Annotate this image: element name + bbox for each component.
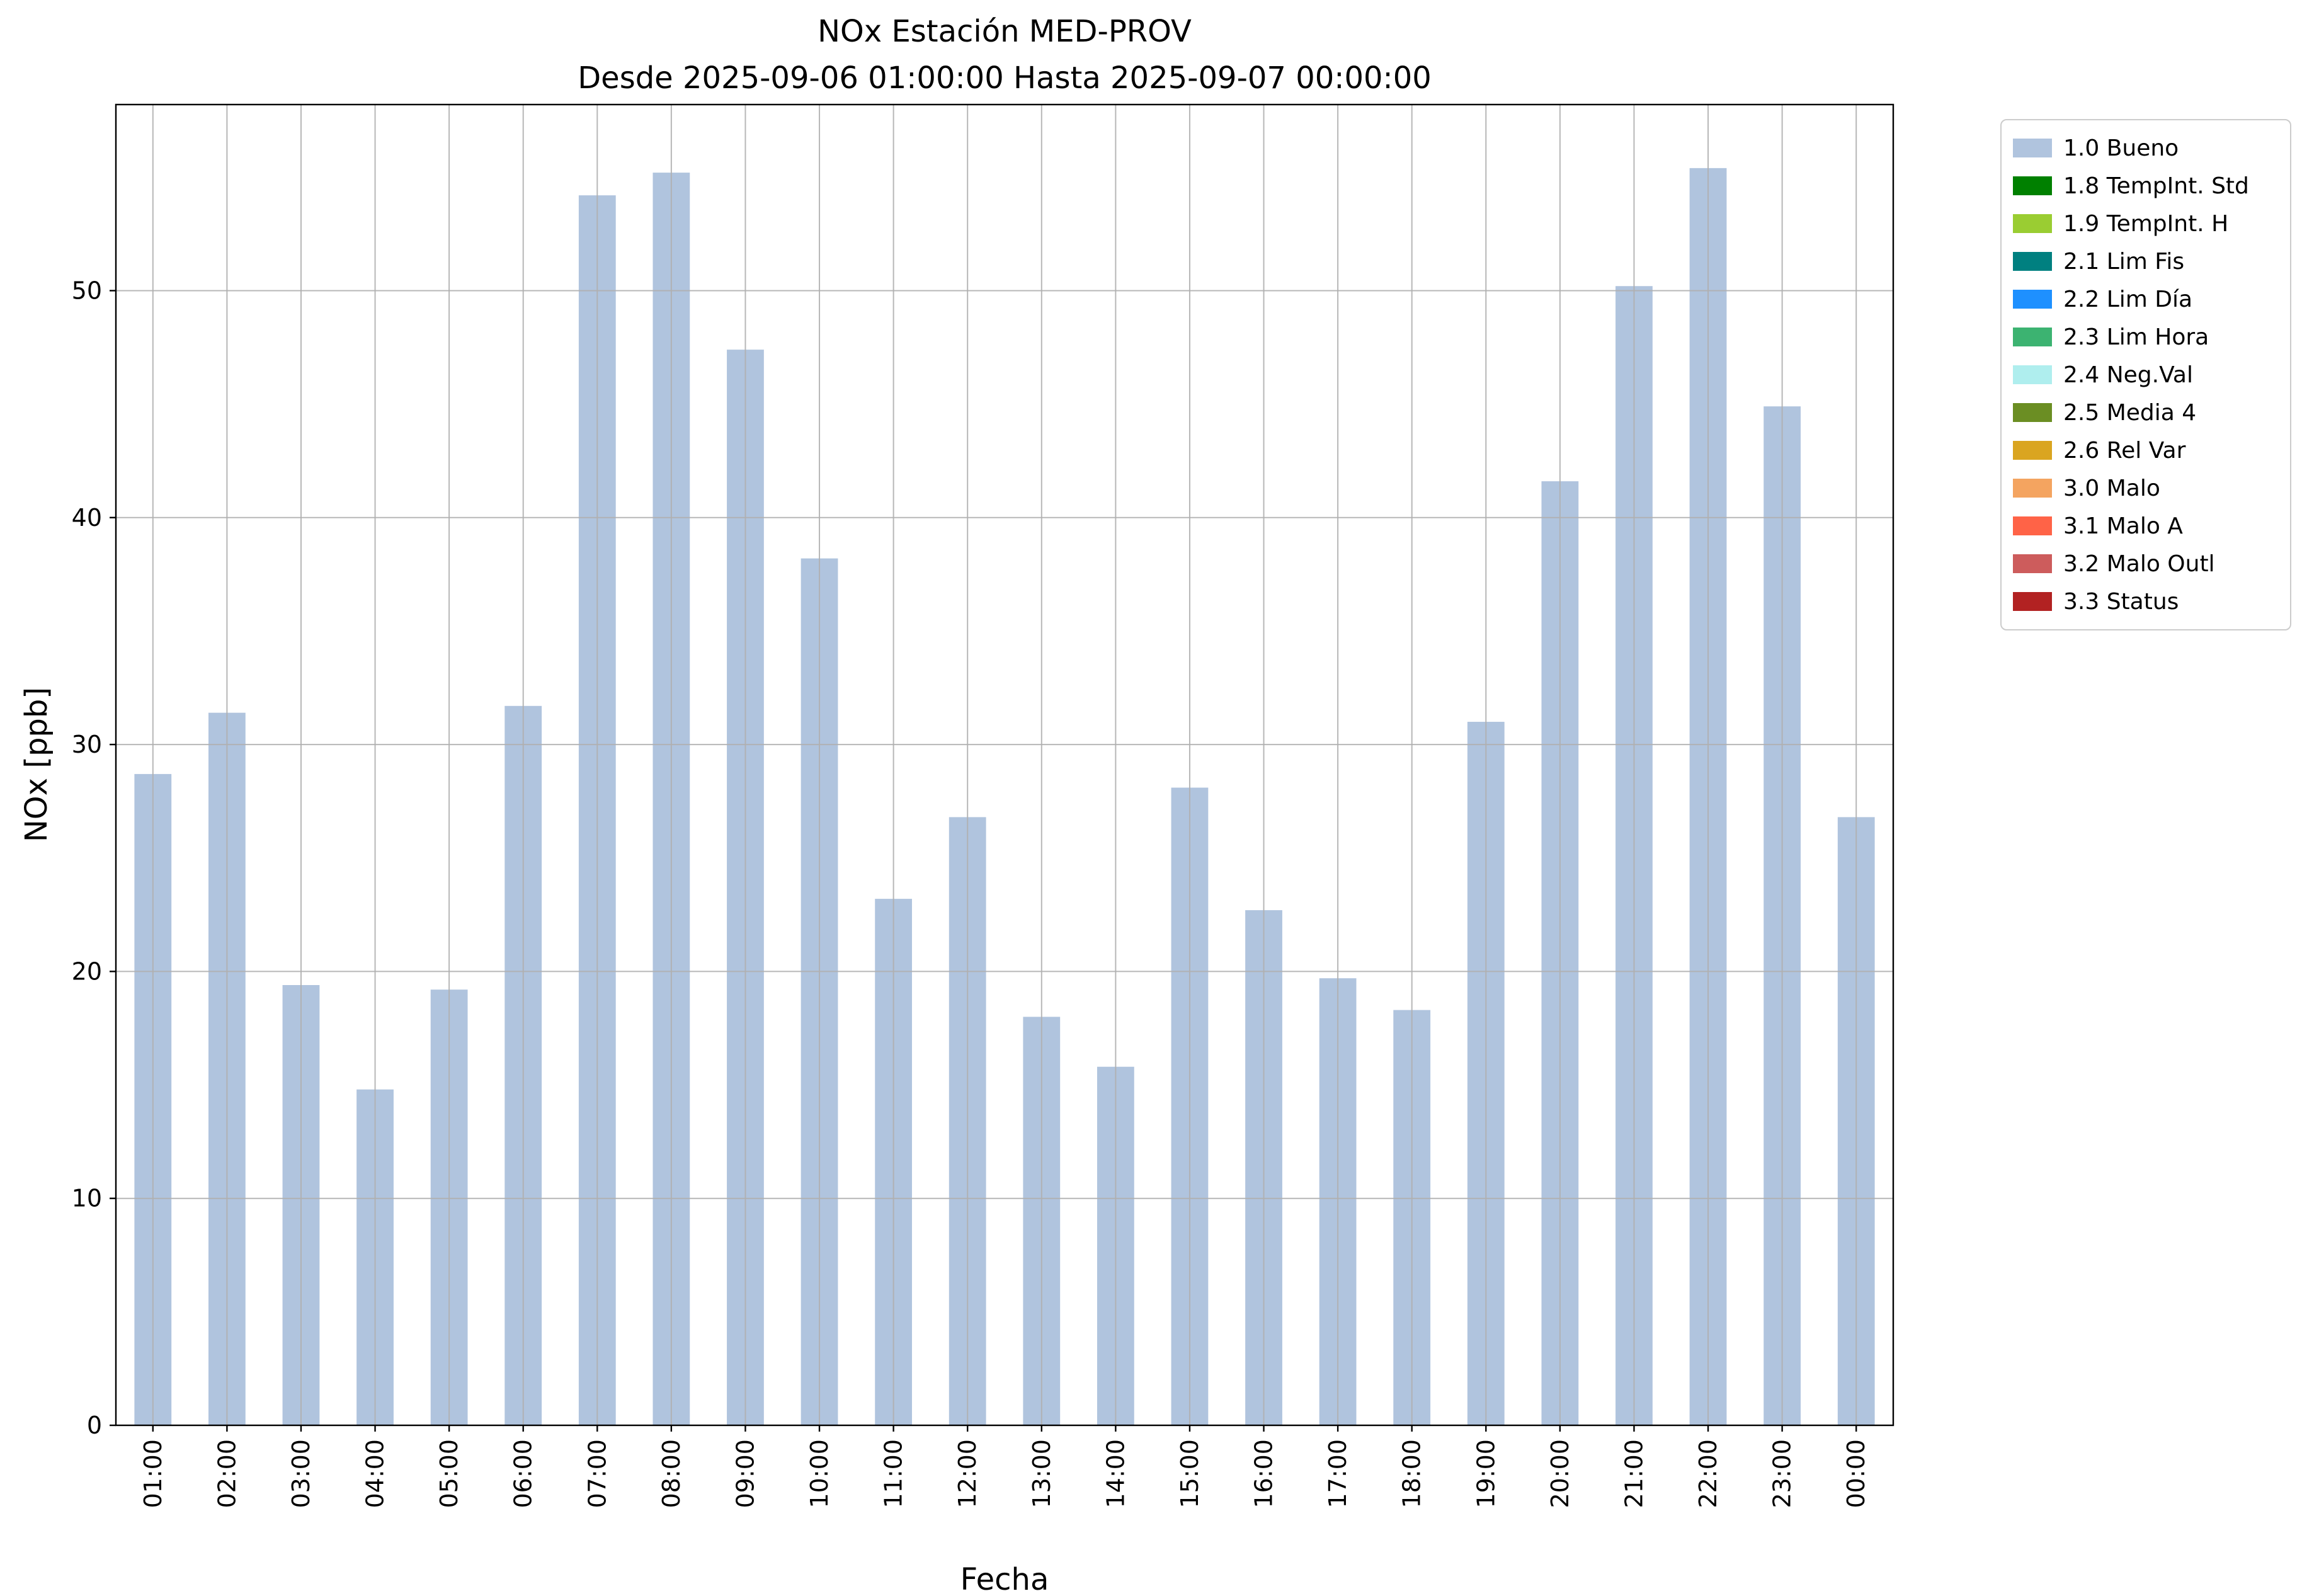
x-tick-label: 01:00 xyxy=(139,1439,167,1508)
legend-label: 2.3 Lim Hora xyxy=(2063,324,2209,350)
x-tick-label: 16:00 xyxy=(1250,1439,1278,1508)
y-tick-label: 50 xyxy=(72,276,102,304)
x-tick-label: 08:00 xyxy=(658,1439,685,1508)
legend-label: 3.2 Malo Outl xyxy=(2063,550,2215,577)
x-tick-label: 19:00 xyxy=(1472,1439,1500,1508)
x-tick-label: 18:00 xyxy=(1398,1439,1426,1508)
legend-swatch xyxy=(2013,328,2052,346)
x-tick-label: 12:00 xyxy=(954,1439,981,1508)
legend-label: 2.4 Neg.Val xyxy=(2063,362,2193,388)
legend-swatch xyxy=(2013,290,2052,309)
x-tick-label: 00:00 xyxy=(1842,1439,1870,1508)
legend-item: 1.0 Bueno xyxy=(2013,130,2279,166)
legend-label: 3.3 Status xyxy=(2063,588,2179,615)
y-tick-label: 40 xyxy=(72,504,102,532)
legend-item: 1.9 TempInt. H xyxy=(2013,206,2279,241)
legend-item: 3.1 Malo A xyxy=(2013,508,2279,544)
legend-item: 2.3 Lim Hora xyxy=(2013,319,2279,355)
legend-item: 3.3 Status xyxy=(2013,584,2279,619)
x-tick-label: 07:00 xyxy=(583,1439,611,1508)
x-tick-label: 13:00 xyxy=(1028,1439,1056,1508)
plot-frame xyxy=(115,103,1895,1427)
x-tick-label: 17:00 xyxy=(1324,1439,1352,1508)
legend-swatch xyxy=(2013,365,2052,384)
legend-label: 2.2 Lim Día xyxy=(2063,286,2193,312)
x-tick-label: 21:00 xyxy=(1620,1439,1648,1508)
legend-item: 2.5 Media 4 xyxy=(2013,395,2279,430)
legend-label: 2.5 Media 4 xyxy=(2063,399,2197,426)
y-tick-label: 30 xyxy=(72,731,102,758)
legend-label: 2.1 Lim Fis xyxy=(2063,248,2185,275)
legend-swatch xyxy=(2013,214,2052,233)
legend-label: 3.0 Malo xyxy=(2063,475,2160,501)
x-tick-label: 04:00 xyxy=(362,1439,389,1508)
x-tick-label: 05:00 xyxy=(435,1439,463,1508)
legend-label: 1.9 TempInt. H xyxy=(2063,210,2229,237)
x-tick-label: 20:00 xyxy=(1546,1439,1574,1508)
legend-swatch xyxy=(2013,403,2052,422)
y-tick-label: 0 xyxy=(87,1411,102,1439)
x-tick-label: 14:00 xyxy=(1102,1439,1129,1508)
legend-item: 2.4 Neg.Val xyxy=(2013,357,2279,392)
legend-item: 2.6 Rel Var xyxy=(2013,433,2279,468)
legend-label: 3.1 Malo A xyxy=(2063,513,2183,539)
x-tick-label: 02:00 xyxy=(213,1439,241,1508)
legend-item: 3.2 Malo Outl xyxy=(2013,546,2279,581)
legend-swatch xyxy=(2013,592,2052,611)
x-tick-label: 23:00 xyxy=(1769,1439,1796,1508)
y-tick-label: 20 xyxy=(72,957,102,985)
legend-swatch xyxy=(2013,479,2052,498)
legend-label: 2.6 Rel Var xyxy=(2063,437,2186,464)
x-tick-label: 11:00 xyxy=(880,1439,908,1508)
chart-title-line2: Desde 2025-09-06 01:00:00 Hasta 2025-09-… xyxy=(578,60,1432,96)
legend-swatch xyxy=(2013,441,2052,460)
legend-item: 3.0 Malo xyxy=(2013,470,2279,506)
legend-item: 2.1 Lim Fis xyxy=(2013,244,2279,279)
legend-swatch xyxy=(2013,516,2052,535)
x-tick-label: 03:00 xyxy=(287,1439,315,1508)
legend-swatch xyxy=(2013,554,2052,573)
legend-swatch xyxy=(2013,252,2052,271)
legend-swatch xyxy=(2013,139,2052,157)
y-tick-label: 10 xyxy=(72,1185,102,1212)
legend-item: 2.2 Lim Día xyxy=(2013,282,2279,317)
chart-title-line1: NOx Estación MED-PROV xyxy=(818,14,1192,49)
legend-swatch xyxy=(2013,176,2052,195)
legend-label: 1.8 TempInt. Std xyxy=(2063,173,2249,199)
legend-box: 1.0 Bueno 1.8 TempInt. Std 1.9 TempInt. H 2… xyxy=(2000,119,2291,630)
x-tick-label: 22:00 xyxy=(1694,1439,1722,1508)
x-axis-label: Fecha xyxy=(960,1562,1049,1596)
legend-label: 1.0 Bueno xyxy=(2063,135,2179,161)
x-tick-label: 06:00 xyxy=(510,1439,537,1508)
legend-item: 1.8 TempInt. Std xyxy=(2013,168,2279,203)
x-tick-label: 09:00 xyxy=(731,1439,759,1508)
x-tick-label: 15:00 xyxy=(1176,1439,1204,1508)
x-tick-label: 10:00 xyxy=(806,1439,833,1508)
